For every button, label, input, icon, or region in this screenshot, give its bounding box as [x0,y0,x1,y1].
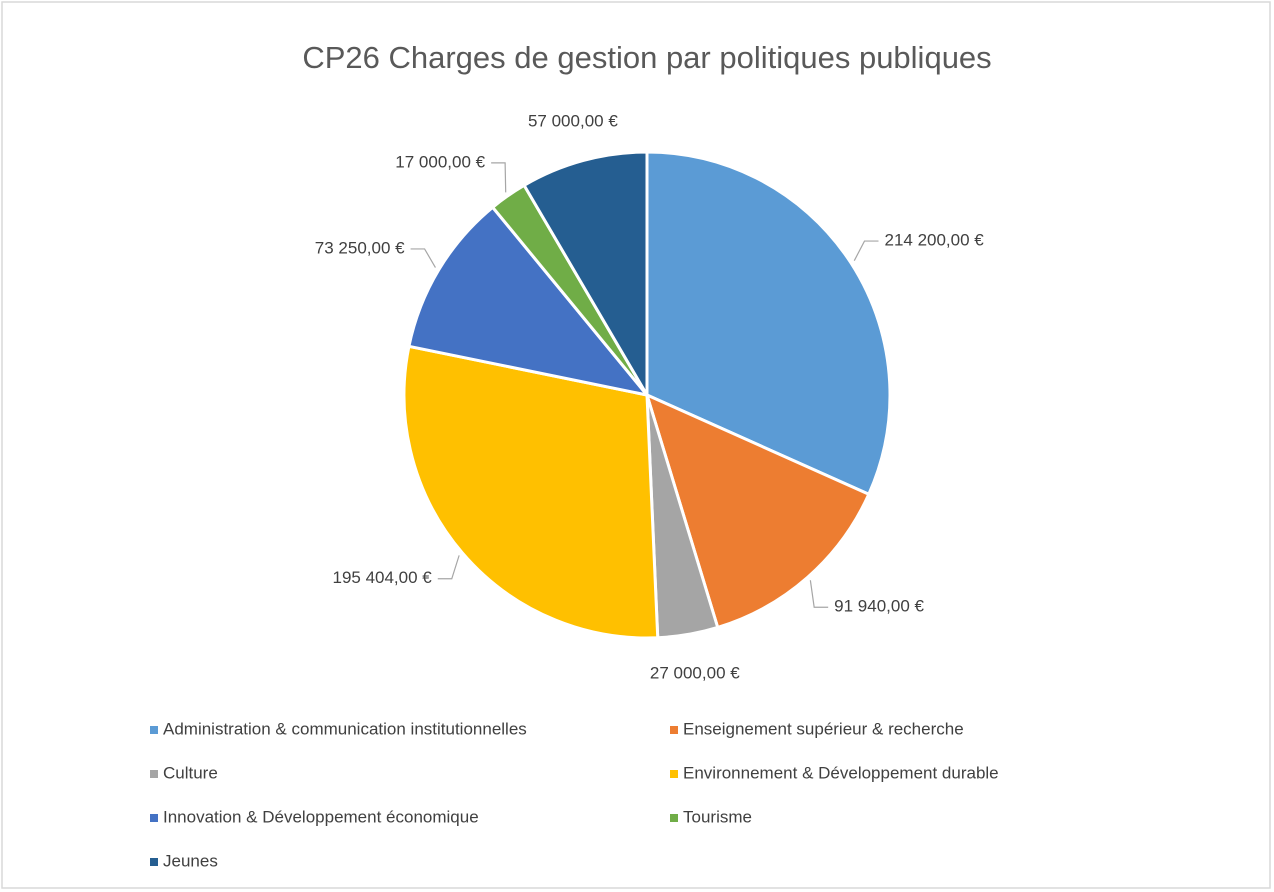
chart-title: CP26 Charges de gestion par politiques p… [302,40,991,75]
pie-slice [522,150,649,401]
leader-line [853,240,879,261]
legend-swatch [150,858,158,866]
data-label: 57 000,00 € [528,111,618,130]
legend-swatch [150,770,158,778]
legend-label: Environnement & Développement durable [683,763,999,782]
data-label: 195 404,00 € [332,568,432,587]
legend-label: Innovation & Développement économique [163,807,479,826]
legend-swatch [670,770,678,778]
pie-slice [645,150,892,497]
legend-label: Enseignement supérieur & recherche [683,719,964,738]
leader-line [437,555,460,580]
data-label: 27 000,00 € [650,663,740,682]
pie-slice [402,344,660,640]
legend-label: Culture [163,763,218,782]
legend-label: Administration & communication instituti… [163,719,527,738]
legend-swatch [150,814,158,822]
legend-label: Jeunes [163,851,218,870]
legend-label: Tourisme [683,807,752,826]
data-label: 214 200,00 € [884,231,984,250]
pie-slice [407,205,651,398]
data-label: 91 940,00 € [834,597,924,616]
legend-swatch [150,726,158,734]
legend-swatch [670,726,678,734]
leader-line [809,580,829,608]
data-label: 17 000,00 € [395,152,485,171]
leader-line [410,248,436,268]
pie-slice [644,392,871,630]
data-label: 73 250,00 € [315,238,405,257]
legend-swatch [670,814,678,822]
leader-line [491,162,507,193]
